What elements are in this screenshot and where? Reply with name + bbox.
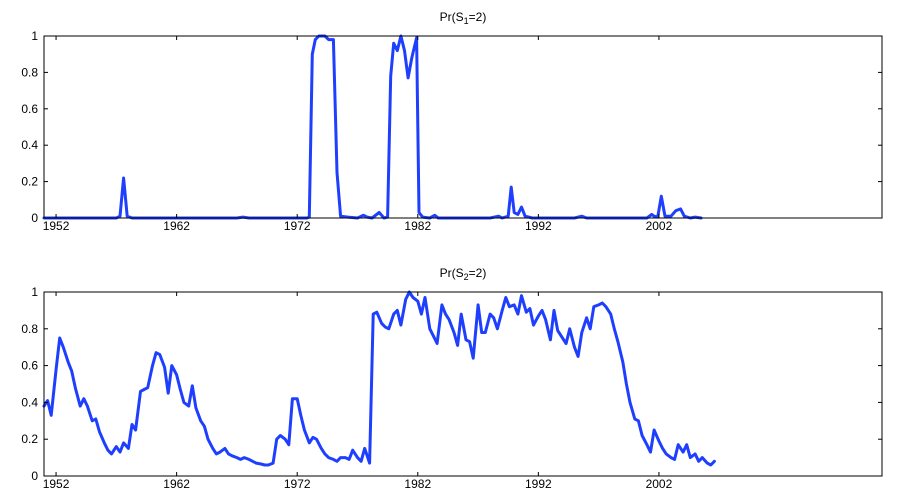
x-tick-label: 1982	[404, 477, 431, 491]
x-tick-label: 1972	[284, 219, 311, 233]
chart-panel-2: 1952 1962 1972 1982 1992 2002 0 0.2 0.4 0.6 0.8 1 Pr…	[21, 266, 883, 491]
y-tick-label: 0.6	[21, 102, 38, 116]
chart-title: Pr(S1=2)	[440, 10, 487, 26]
y-tick-label: 0.2	[21, 432, 38, 446]
x-tick-label: 2002	[646, 219, 673, 233]
series-line-1	[42, 34, 703, 220]
y-tick-label: 1	[31, 29, 38, 43]
x-tick-label: 1992	[525, 477, 552, 491]
y-tick-label: 1	[31, 285, 38, 299]
y-tick-label: 0.4	[21, 395, 38, 409]
chart-panel-1: 1952 1962 1972 1982 1992 2002 0 0.2 0.4 0.6 0.8 1 Pr…	[21, 10, 883, 233]
y-tick-label: 0.8	[21, 322, 38, 336]
x-tick-label: 2002	[646, 477, 673, 491]
x-tick-label: 1982	[404, 219, 431, 233]
y-tick-label: 0.6	[21, 359, 38, 373]
x-tick-label: 1952	[43, 219, 70, 233]
x-tick-label: 1962	[163, 477, 190, 491]
x-tick-label: 1952	[43, 477, 70, 491]
x-tick-label: 1972	[284, 477, 311, 491]
chart-title: Pr(S2=2)	[440, 266, 487, 282]
y-tick-label: 0.4	[21, 138, 38, 152]
y-tick-label: 0.2	[21, 175, 38, 189]
y-tick-label: 0	[31, 469, 38, 483]
series-line-2	[42, 290, 716, 467]
y-tick-label: 0.8	[21, 65, 38, 79]
x-tick-label: 1962	[163, 219, 190, 233]
plot-area-frame	[43, 35, 883, 219]
x-tick-label: 1992	[525, 219, 552, 233]
y-tick-label: 0	[31, 211, 38, 225]
plot-area-frame	[43, 291, 883, 477]
